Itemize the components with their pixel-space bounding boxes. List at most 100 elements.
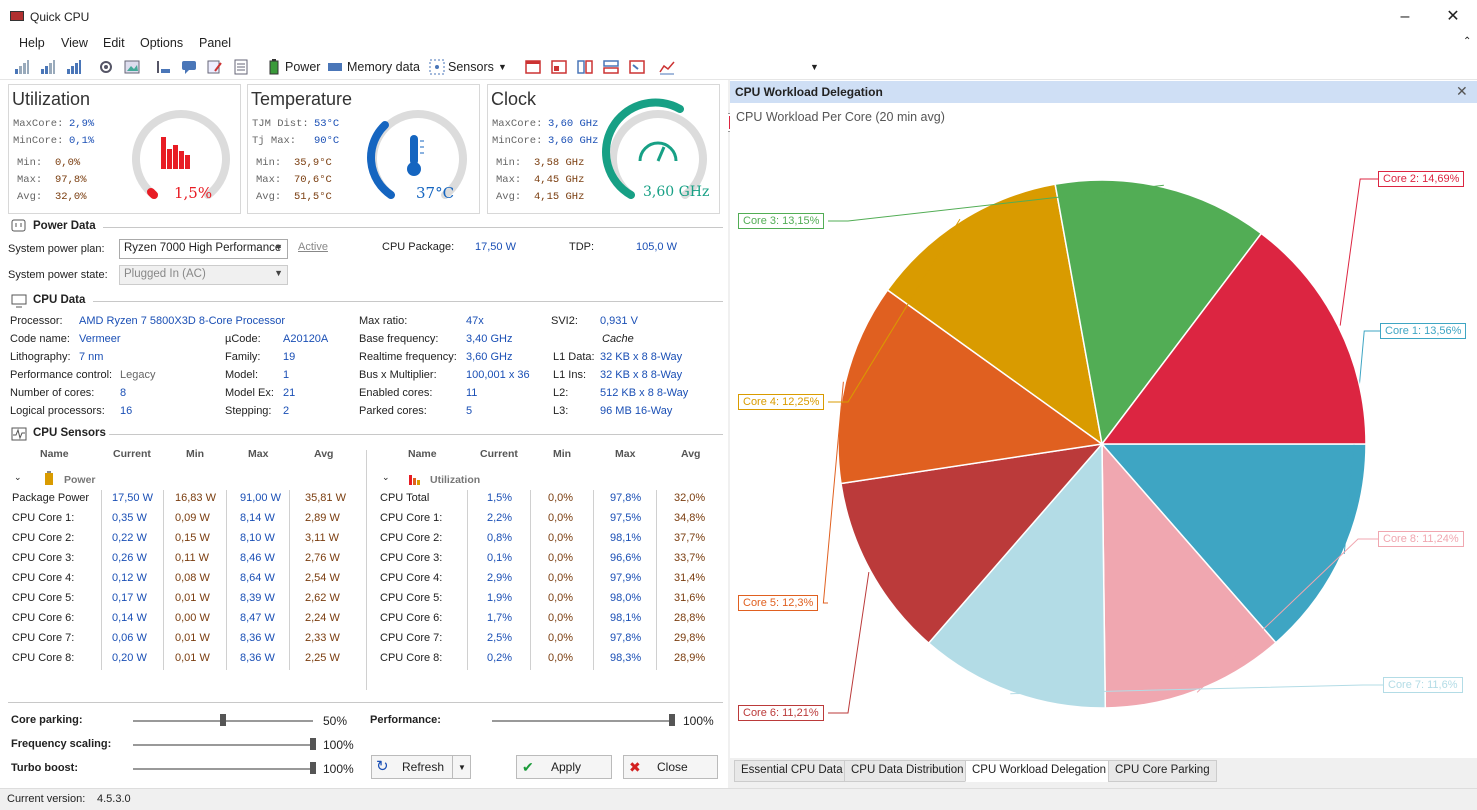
mincore-label: MinCore: bbox=[492, 135, 543, 147]
maxcore-value: 3,60 GHz bbox=[548, 118, 599, 130]
sensor-cell: 1,7% bbox=[487, 612, 513, 624]
menu-options[interactable]: Options bbox=[140, 36, 184, 50]
divider bbox=[93, 301, 723, 302]
freq-scaling-thumb[interactable] bbox=[310, 738, 316, 750]
sensor-cell: 37,7% bbox=[674, 532, 706, 544]
tjm-dist-value: 53°C bbox=[314, 118, 340, 130]
sensor-cell: 28,9% bbox=[674, 652, 706, 664]
column-separator bbox=[530, 490, 531, 670]
column-separator bbox=[226, 490, 227, 670]
window-layout-5-icon[interactable] bbox=[629, 59, 645, 75]
sensor-row-name: CPU Core 1: bbox=[12, 512, 75, 524]
signal-high-icon[interactable] bbox=[66, 59, 82, 75]
sensors-icon[interactable] bbox=[429, 59, 445, 75]
menu-view[interactable]: View bbox=[61, 36, 88, 50]
tab-cpu-data-distribution[interactable]: CPU Data Distribution bbox=[844, 760, 971, 782]
sensor-cell: 0,15 W bbox=[175, 532, 210, 544]
memory-data-button[interactable]: Memory data bbox=[347, 60, 420, 74]
codename-label: Code name: bbox=[10, 333, 70, 345]
tab-cpu-core-parking[interactable]: CPU Core Parking bbox=[1108, 760, 1217, 782]
menu-collapse-icon[interactable]: ⌃ bbox=[1463, 36, 1472, 47]
image-icon[interactable] bbox=[124, 59, 140, 75]
menu-edit[interactable]: Edit bbox=[103, 36, 125, 50]
turbo-boost-slider[interactable] bbox=[133, 768, 313, 770]
tab-cpu-workload-delegation[interactable]: CPU Workload Delegation bbox=[965, 760, 1114, 782]
stepping-value: 2 bbox=[283, 405, 290, 417]
column-separator bbox=[593, 490, 594, 670]
power-plan-select[interactable]: Ryzen 7000 High Performance ▼ bbox=[119, 239, 288, 259]
memory-icon[interactable] bbox=[327, 59, 343, 75]
sensor-cell: 2,25 W bbox=[305, 652, 340, 664]
bar-chart-icon bbox=[409, 475, 420, 485]
power-button[interactable]: Power bbox=[285, 60, 321, 74]
signal-low-icon[interactable] bbox=[14, 59, 30, 75]
family-label: Family: bbox=[225, 351, 261, 363]
realfreq-label: Realtime frequency: bbox=[359, 351, 457, 363]
cpu-data-heading: CPU Data bbox=[33, 294, 86, 306]
sensor-row-name: Package Power bbox=[12, 492, 90, 504]
clock-gauge bbox=[602, 98, 707, 199]
sensor-row-name: CPU Core 2: bbox=[12, 532, 75, 544]
sensor-cell: 0,00 W bbox=[175, 612, 210, 624]
menu-panel[interactable]: Panel bbox=[199, 36, 231, 50]
sensor-cell: 0,8% bbox=[487, 532, 513, 544]
avg-value: 32,0% bbox=[55, 191, 87, 203]
tab-essential-cpu-data[interactable]: Essential CPU Data bbox=[734, 760, 850, 782]
sensor-cell: 2,24 W bbox=[305, 612, 340, 624]
sensor-cell: 0,0% bbox=[548, 572, 574, 584]
chevron-down-icon[interactable]: ▼ bbox=[458, 763, 466, 772]
sensor-cell: 31,6% bbox=[674, 592, 706, 604]
sensors-dropdown-icon[interactable]: ▼ bbox=[498, 62, 507, 72]
window-layout-3-icon[interactable] bbox=[577, 59, 593, 75]
pie-slice bbox=[927, 442, 1107, 709]
cores-value: 8 bbox=[120, 387, 127, 399]
line-chart-icon[interactable] bbox=[659, 59, 675, 75]
svi2-value: 0,931 V bbox=[600, 315, 638, 327]
turbo-boost-thumb[interactable] bbox=[310, 762, 316, 774]
sensor-row-name: CPU Core 6: bbox=[380, 612, 443, 624]
leader-line bbox=[828, 572, 870, 714]
sensor-cell: 96,6% bbox=[610, 552, 642, 564]
overflow-icon[interactable]: ▼ bbox=[810, 62, 819, 72]
close-button[interactable]: ✖ Close bbox=[623, 755, 718, 779]
column-separator bbox=[467, 490, 468, 670]
active-link[interactable]: Active bbox=[298, 241, 328, 253]
settings-icon[interactable] bbox=[98, 59, 114, 75]
temperature-gauge bbox=[367, 110, 467, 199]
battery-icon[interactable] bbox=[266, 59, 282, 75]
leader-line bbox=[1196, 538, 1378, 693]
window-layout-2-icon[interactable] bbox=[551, 59, 567, 75]
refresh-icon: ↻ bbox=[376, 758, 389, 775]
core-parking-thumb[interactable] bbox=[220, 714, 226, 726]
minimize-button[interactable]: – bbox=[1400, 8, 1410, 25]
edit-list-icon[interactable] bbox=[207, 59, 223, 75]
menu-help[interactable]: Help bbox=[19, 36, 45, 50]
slice-label: Core 4: 12,25% bbox=[738, 394, 825, 410]
collapse-icon[interactable]: ⌄ bbox=[14, 472, 22, 482]
power-data-heading: Power Data bbox=[33, 220, 96, 232]
refresh-button[interactable]: ↻ Refresh ▼ bbox=[371, 755, 471, 779]
sensor-cell: 0,01 W bbox=[175, 592, 210, 604]
min-value: 3,58 GHz bbox=[534, 157, 585, 169]
l1i-label: L1 Ins: bbox=[553, 369, 587, 381]
max-label: Max: bbox=[256, 174, 282, 186]
sensor-cell: 2,9% bbox=[487, 572, 513, 584]
workload-pie-chart bbox=[822, 178, 1383, 714]
col-name: Name bbox=[40, 448, 69, 460]
close-window-button[interactable]: ✕ bbox=[1446, 8, 1460, 25]
performance-thumb[interactable] bbox=[669, 714, 675, 726]
performance-slider[interactable] bbox=[492, 720, 672, 722]
min-value: 0,0% bbox=[55, 157, 81, 169]
sensor-cell: 2,76 W bbox=[305, 552, 340, 564]
window-layout-4-icon[interactable] bbox=[603, 59, 619, 75]
chat-icon[interactable] bbox=[181, 59, 197, 75]
collapse-icon[interactable]: ⌄ bbox=[382, 472, 390, 482]
sensors-button[interactable]: Sensors bbox=[448, 60, 494, 74]
freq-scaling-slider[interactable] bbox=[133, 744, 313, 746]
signal-mid-icon[interactable] bbox=[40, 59, 56, 75]
window-layout-1-icon[interactable] bbox=[525, 59, 541, 75]
document-icon[interactable] bbox=[233, 59, 249, 75]
apply-button[interactable]: ✔ Apply bbox=[516, 755, 612, 779]
close-panel-icon[interactable]: ✕ bbox=[1456, 83, 1468, 99]
list-settings-icon[interactable] bbox=[156, 59, 172, 75]
